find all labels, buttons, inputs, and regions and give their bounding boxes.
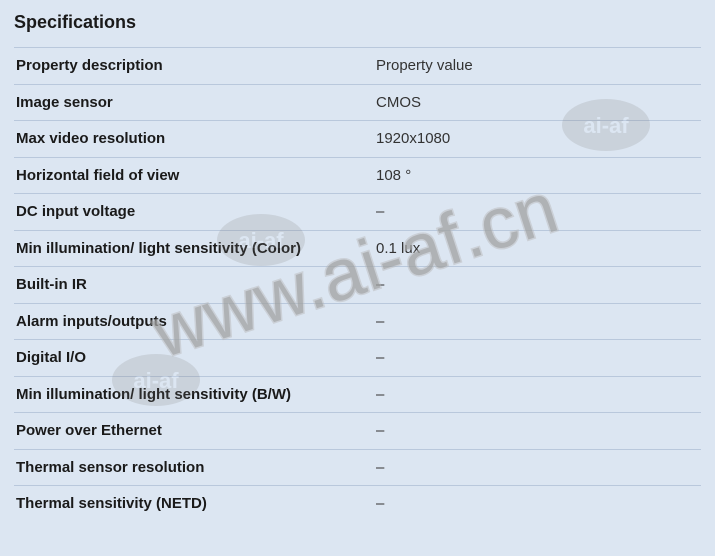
property-name: Built-in IR [14, 267, 374, 304]
property-value: – [374, 413, 701, 450]
table-row: Power over Ethernet– [14, 413, 701, 450]
table-row: Digital I/O– [14, 340, 701, 377]
property-value: – [374, 340, 701, 377]
property-value: – [374, 486, 701, 522]
property-value: – [374, 194, 701, 231]
property-value: 0.1 lux [374, 230, 701, 267]
table-row: Image sensorCMOS [14, 84, 701, 121]
property-value: Property value [374, 48, 701, 85]
section-title: Specifications [14, 8, 701, 47]
property-value: – [374, 449, 701, 486]
property-value: – [374, 267, 701, 304]
table-row: Alarm inputs/outputs– [14, 303, 701, 340]
table-row: Thermal sensor resolution– [14, 449, 701, 486]
table-row: DC input voltage– [14, 194, 701, 231]
property-name: Alarm inputs/outputs [14, 303, 374, 340]
property-name: Image sensor [14, 84, 374, 121]
property-value: CMOS [374, 84, 701, 121]
property-name: DC input voltage [14, 194, 374, 231]
property-name: Min illumination/ light sensitivity (Col… [14, 230, 374, 267]
property-name: Horizontal field of view [14, 157, 374, 194]
spec-table: Property descriptionProperty valueImage … [14, 47, 701, 522]
property-value: – [374, 376, 701, 413]
property-name: Property description [14, 48, 374, 85]
table-row: Max video resolution1920x1080 [14, 121, 701, 158]
property-value: 108 ° [374, 157, 701, 194]
property-value: 1920x1080 [374, 121, 701, 158]
property-value: – [374, 303, 701, 340]
table-row: Min illumination/ light sensitivity (Col… [14, 230, 701, 267]
property-name: Power over Ethernet [14, 413, 374, 450]
table-row: Property descriptionProperty value [14, 48, 701, 85]
table-row: Horizontal field of view108 ° [14, 157, 701, 194]
table-row: Built-in IR– [14, 267, 701, 304]
property-name: Min illumination/ light sensitivity (B/W… [14, 376, 374, 413]
property-name: Max video resolution [14, 121, 374, 158]
spec-panel: Specifications Property descriptionPrope… [0, 0, 715, 522]
property-name: Thermal sensor resolution [14, 449, 374, 486]
table-row: Thermal sensitivity (NETD)– [14, 486, 701, 522]
property-name: Thermal sensitivity (NETD) [14, 486, 374, 522]
table-row: Min illumination/ light sensitivity (B/W… [14, 376, 701, 413]
property-name: Digital I/O [14, 340, 374, 377]
